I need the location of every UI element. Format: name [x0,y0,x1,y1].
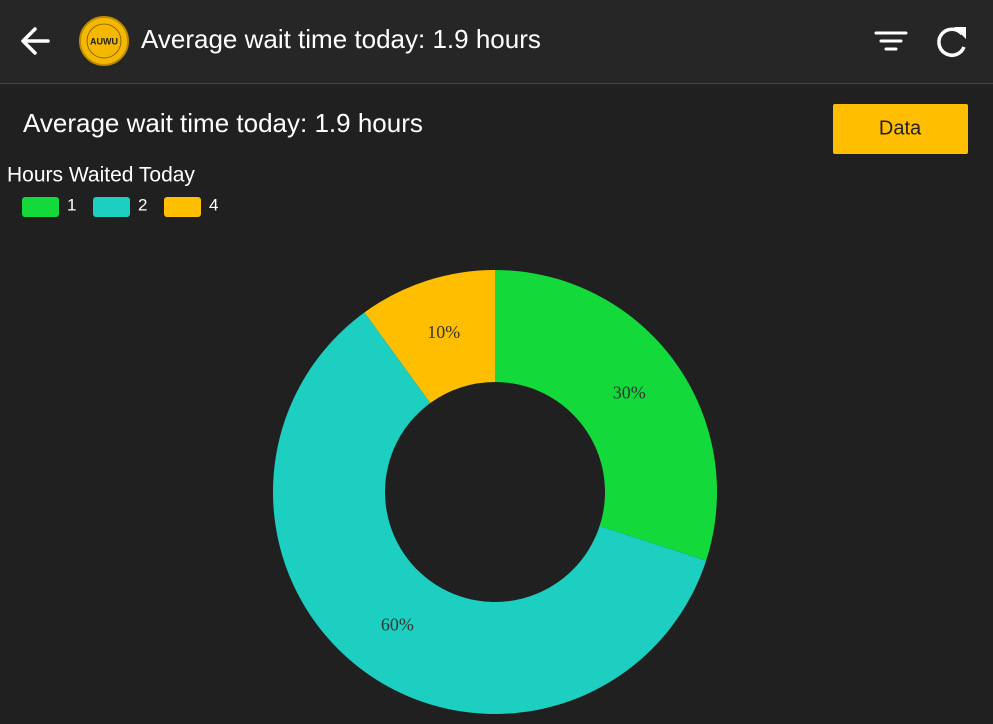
legend-title: Hours Waited Today [7,164,195,187]
pie-slice [364,270,495,404]
data-button-label: Data [879,117,922,139]
logo-text: AUWU [90,36,118,46]
legend-swatch [22,197,59,217]
data-button[interactable]: Data [833,104,968,154]
pie-slice [272,312,707,715]
slice-label: 30% [613,383,646,403]
page-heading: Average wait time today: 1.9 hours [23,108,423,138]
slice-label: 60% [381,614,414,634]
logo-ring [86,23,122,59]
legend-label: 2 [138,195,147,214]
data-button-bg [833,104,968,154]
legend-label: 1 [67,195,76,214]
back-button[interactable] [21,27,50,55]
top-bar [0,0,993,83]
back-icon [21,27,50,55]
slice-label: 10% [427,322,460,342]
filter-button[interactable] [874,31,908,51]
header-title: Average wait time today: 1.9 hours [141,24,541,54]
legend-label: 4 [209,195,218,214]
refresh-arrow [954,27,966,39]
legend-swatch [93,197,130,217]
pie-slice [495,270,717,561]
refresh-icon [937,27,966,57]
filter-icon [874,31,908,51]
refresh-button[interactable] [937,27,966,57]
legend-swatch [164,197,201,217]
